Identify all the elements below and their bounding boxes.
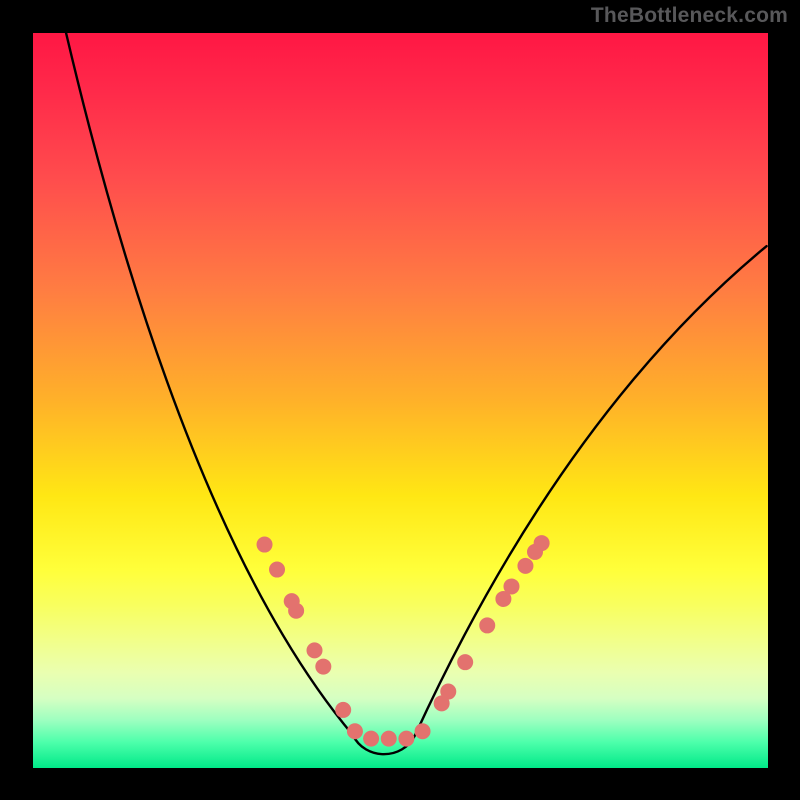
data-dot — [335, 702, 351, 718]
data-dot — [517, 558, 533, 574]
gradient-bg — [33, 33, 768, 768]
bottleneck-chart-svg — [33, 33, 768, 768]
data-dot — [257, 537, 273, 553]
data-dot — [315, 659, 331, 675]
data-dot — [457, 654, 473, 670]
data-dot — [534, 535, 550, 551]
data-dot — [415, 723, 431, 739]
watermark-text: TheBottleneck.com — [591, 4, 788, 28]
data-dot — [503, 578, 519, 594]
data-dot — [347, 723, 363, 739]
data-dot — [288, 603, 304, 619]
data-dot — [479, 617, 495, 633]
data-dot — [381, 731, 397, 747]
plot-area — [33, 33, 768, 768]
data-dot — [269, 562, 285, 578]
chart-frame: TheBottleneck.com — [0, 0, 800, 800]
data-dot — [440, 684, 456, 700]
data-dot — [398, 731, 414, 747]
data-dot — [307, 642, 323, 658]
data-dot — [363, 731, 379, 747]
